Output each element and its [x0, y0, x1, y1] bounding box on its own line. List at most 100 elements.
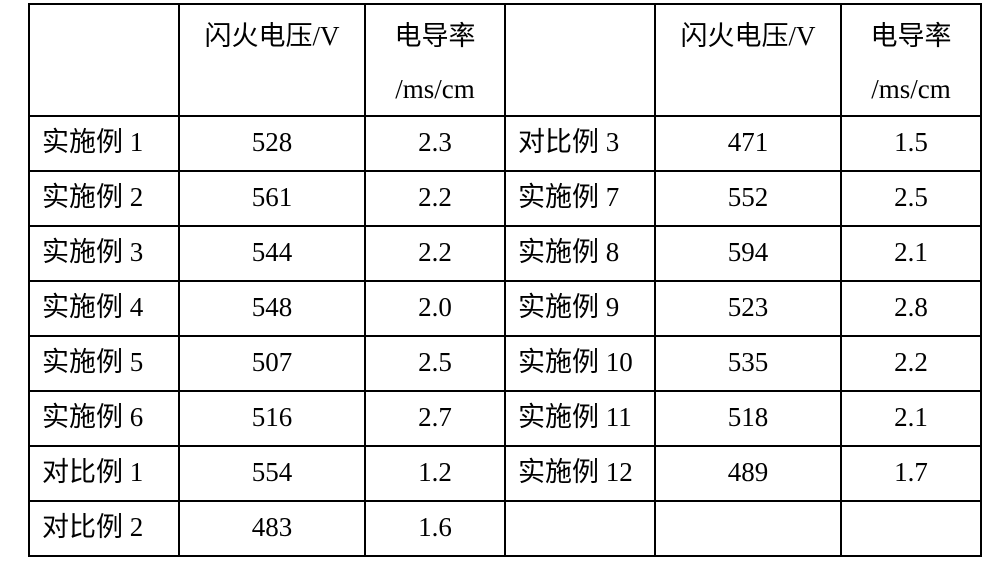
row-left-conductivity: 1.2: [365, 446, 505, 501]
header-text: 电导率: [871, 23, 952, 50]
row-right-label: [505, 501, 655, 556]
cell-text: 2.2: [366, 172, 504, 211]
cell-text: 对比例 2: [30, 502, 178, 541]
cell-text: [842, 502, 980, 514]
cell-text: 实施例 8: [506, 227, 654, 266]
row-right-conductivity: 2.8: [841, 281, 981, 336]
row-left-voltage: 561: [179, 171, 365, 226]
row-right-voltage: 523: [655, 281, 841, 336]
cell-text: 2.1: [842, 392, 980, 431]
row-left-conductivity: 2.3: [365, 116, 505, 171]
row-right-voltage: 489: [655, 446, 841, 501]
cell-text: 554: [180, 447, 364, 486]
row-left-voltage: 554: [179, 446, 365, 501]
row-left-voltage: 516: [179, 391, 365, 446]
cell-text: 544: [180, 227, 364, 266]
header-text: 电导率: [395, 23, 476, 50]
row-right-label: 实施例 11: [505, 391, 655, 446]
cell-text: [656, 502, 840, 514]
cell-text: 2.2: [842, 337, 980, 376]
cell-text: 对比例 1: [30, 447, 178, 486]
table-row: 实施例 55072.5实施例 105352.2: [29, 336, 981, 391]
cell-text: 2.3: [366, 117, 504, 156]
row-left-label: 实施例 6: [29, 391, 179, 446]
row-right-conductivity: 2.2: [841, 336, 981, 391]
row-left-label: 实施例 5: [29, 336, 179, 391]
header-right-label: [505, 4, 655, 116]
table-row: 对比例 24831.6: [29, 501, 981, 556]
cell-text: 523: [656, 282, 840, 321]
cell-text: 1.7: [842, 447, 980, 486]
row-left-voltage: 483: [179, 501, 365, 556]
cell-text: 实施例 10: [506, 337, 654, 376]
row-left-conductivity: 2.7: [365, 391, 505, 446]
table-body: 实施例 15282.3对比例 34711.5实施例 25612.2实施例 755…: [29, 116, 981, 556]
row-right-voltage: 471: [655, 116, 841, 171]
row-left-label: 实施例 2: [29, 171, 179, 226]
cell-text: 实施例 2: [30, 172, 178, 211]
cell-text: 594: [656, 227, 840, 266]
header-text: /ms/cm: [871, 76, 951, 103]
row-left-label: 实施例 4: [29, 281, 179, 336]
cell-text: 471: [656, 117, 840, 156]
row-right-conductivity: 1.7: [841, 446, 981, 501]
cell-text: 实施例 5: [30, 337, 178, 376]
row-right-label: 实施例 7: [505, 171, 655, 226]
cell-text: 548: [180, 282, 364, 321]
row-right-conductivity: 2.1: [841, 226, 981, 281]
row-left-conductivity: 2.0: [365, 281, 505, 336]
table-row: 实施例 15282.3对比例 34711.5: [29, 116, 981, 171]
table-row: 实施例 25612.2实施例 75522.5: [29, 171, 981, 226]
cell-text: 535: [656, 337, 840, 376]
cell-text: 实施例 4: [30, 282, 178, 321]
cell-text: 对比例 3: [506, 117, 654, 156]
cell-text: 实施例 3: [30, 227, 178, 266]
cell-text: 实施例 11: [506, 392, 654, 431]
row-right-voltage: [655, 501, 841, 556]
cell-text: [506, 502, 654, 514]
cell-text: 518: [656, 392, 840, 431]
cell-text: 516: [180, 392, 364, 431]
row-right-label: 实施例 12: [505, 446, 655, 501]
cell-text: 2.8: [842, 282, 980, 321]
row-left-conductivity: 2.5: [365, 336, 505, 391]
header-left-voltage: 闪火电压/V: [179, 4, 365, 116]
header-left-conductivity: 电导率 /ms/cm: [365, 4, 505, 116]
header-right-voltage: 闪火电压/V: [655, 4, 841, 116]
cell-text: 507: [180, 337, 364, 376]
cell-text: 483: [180, 502, 364, 541]
row-left-conductivity: 2.2: [365, 226, 505, 281]
row-left-conductivity: 2.2: [365, 171, 505, 226]
cell-text: 2.5: [842, 172, 980, 211]
cell-text: 1.5: [842, 117, 980, 156]
table-row: 实施例 35442.2实施例 85942.1: [29, 226, 981, 281]
header-text: /ms/cm: [395, 76, 475, 103]
row-right-conductivity: [841, 501, 981, 556]
row-left-label: 实施例 1: [29, 116, 179, 171]
row-right-voltage: 518: [655, 391, 841, 446]
table-row: 对比例 15541.2实施例 124891.7: [29, 446, 981, 501]
cell-text: 2.7: [366, 392, 504, 431]
row-right-voltage: 535: [655, 336, 841, 391]
cell-text: 489: [656, 447, 840, 486]
cell-text: 实施例 7: [506, 172, 654, 211]
row-left-label: 对比例 2: [29, 501, 179, 556]
cell-text: 1.6: [366, 502, 504, 541]
table-row: 实施例 45482.0实施例 95232.8: [29, 281, 981, 336]
cell-text: 实施例 9: [506, 282, 654, 321]
cell-text: 实施例 6: [30, 392, 178, 431]
header-text: 闪火电压/V: [681, 23, 816, 50]
header-right-conductivity: 电导率 /ms/cm: [841, 4, 981, 116]
row-right-conductivity: 1.5: [841, 116, 981, 171]
data-table: 闪火电压/V 电导率 /ms/cm 闪火电压/V 电导率: [28, 3, 982, 557]
row-left-voltage: 507: [179, 336, 365, 391]
cell-text: 1.2: [366, 447, 504, 486]
row-left-voltage: 548: [179, 281, 365, 336]
row-right-conductivity: 2.5: [841, 171, 981, 226]
row-right-voltage: 552: [655, 171, 841, 226]
header-row: 闪火电压/V 电导率 /ms/cm 闪火电压/V 电导率: [29, 4, 981, 116]
cell-text: 528: [180, 117, 364, 156]
row-right-label: 对比例 3: [505, 116, 655, 171]
table-row: 实施例 65162.7实施例 115182.1: [29, 391, 981, 446]
header-left-label: [29, 4, 179, 116]
